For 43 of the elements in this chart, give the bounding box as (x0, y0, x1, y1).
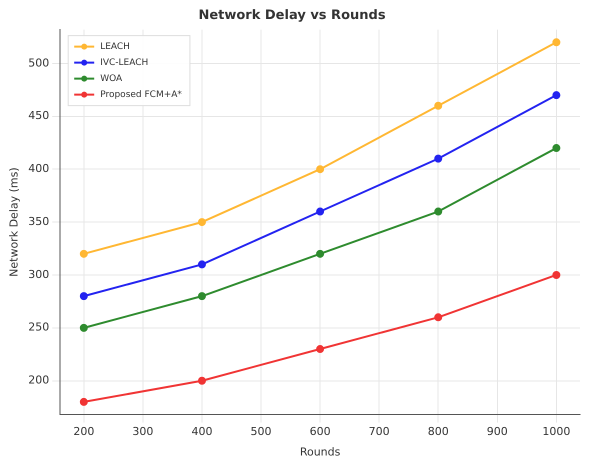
legend-label: WOA (100, 74, 124, 84)
y-tick-label: 250 (28, 320, 50, 334)
point (434, 102, 442, 110)
x-tick-label: 700 (368, 425, 390, 438)
point (434, 154, 442, 163)
point (552, 91, 560, 100)
y-axis-title: Network Delay (ms) (7, 167, 20, 277)
point (316, 208, 324, 216)
x-tick-label: 500 (250, 425, 272, 438)
legend-label: IVC-LEACH (100, 58, 148, 68)
x-tick-label: 600 (310, 425, 331, 438)
y-tick-label: 300 (28, 268, 50, 281)
point (198, 218, 206, 226)
x-tick-label: 800 (428, 425, 449, 438)
chart-title: Network Delay vs Rounds (198, 8, 386, 24)
x-tick-label: 300 (132, 425, 154, 438)
x-tick-label: 400 (191, 425, 212, 438)
x-tick-label: 1000 (542, 425, 570, 438)
point (198, 292, 206, 300)
legend-label: LEACH (100, 42, 130, 52)
point (552, 270, 560, 279)
y-tick-label: 450 (28, 109, 50, 122)
point (316, 250, 324, 258)
point (80, 250, 88, 258)
y-tick-label: 200 (28, 374, 50, 387)
point (80, 324, 88, 332)
point (434, 313, 442, 322)
point (316, 345, 324, 354)
legend-label: Proposed FCM+A* (100, 90, 182, 100)
point (198, 260, 206, 268)
point (80, 292, 88, 300)
x-tick-label: 900 (486, 425, 508, 438)
y-tick-label: 500 (28, 56, 50, 70)
point (198, 376, 206, 385)
x-axis-title: Rounds (300, 445, 341, 458)
x-tick-label: 200 (73, 425, 94, 438)
point (552, 38, 560, 46)
y-tick-label: 400 (28, 162, 50, 176)
point (80, 398, 88, 406)
point (316, 165, 324, 174)
point (552, 144, 560, 152)
y-tick-label: 350 (28, 214, 50, 228)
point (434, 208, 442, 216)
